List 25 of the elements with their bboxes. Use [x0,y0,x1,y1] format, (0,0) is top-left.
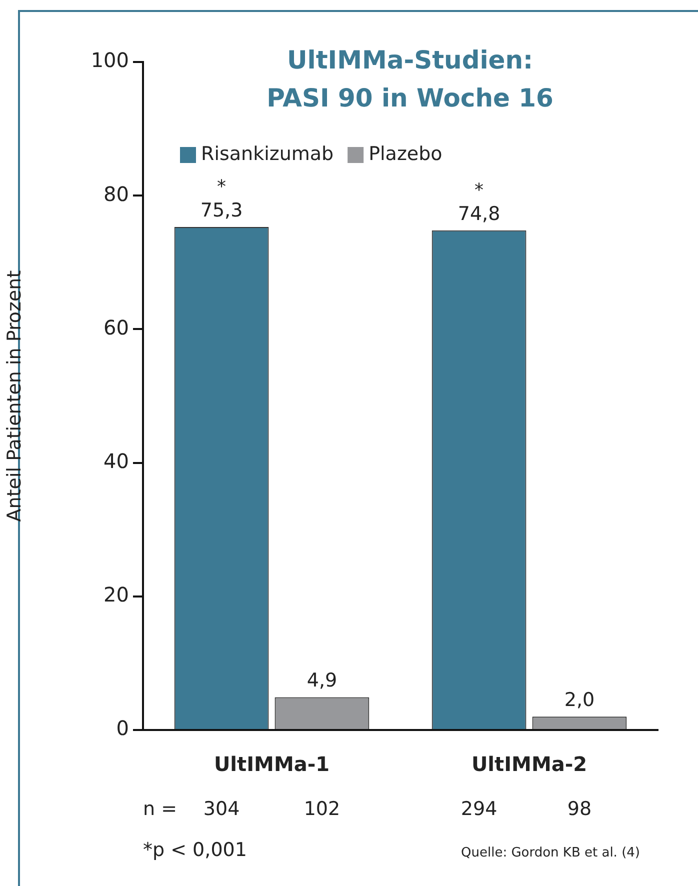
text: 98 [567,798,592,820]
y-tick-label: 20 [104,582,129,607]
data-label: 4,9 [306,670,338,692]
y-tick-label: 60 [104,315,129,340]
y-axis-title: Anteil Patienten in Prozent [3,270,26,522]
text: *p < 0,001 [143,838,247,861]
source-note: Quelle: Gordon KB et al. (4) [461,845,640,860]
legend-label: Risankizumab [201,142,334,165]
annotation: * [217,176,226,198]
x-tick-label: UltIMMa-2 [471,752,588,776]
text: 102 [304,798,340,820]
text: 304 [203,798,240,820]
y-tick-label: 100 [90,48,129,72]
annotation: * [474,180,484,202]
y-tick-label: 40 [104,449,129,474]
data-label: 75,3 [200,199,243,222]
text: 294 [460,798,498,820]
chart-title: UltIMMa-Studien: PASI 90 in Woche 16 [266,46,554,112]
data-label: 2,0 [564,689,595,712]
text: n = [143,798,178,820]
y-tick-label: 80 [104,182,129,206]
data-label: 74,8 [458,202,500,225]
y-tick-label: 0 [116,716,129,740]
x-tick-label: UltIMMa-1 [214,752,330,776]
legend-label: Plazebo [368,142,442,165]
